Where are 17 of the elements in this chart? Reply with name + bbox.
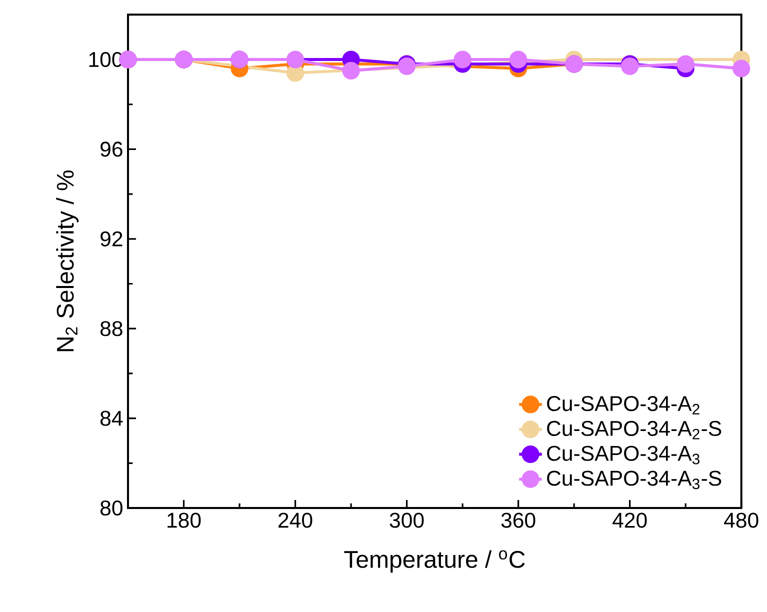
y-tick-label: 92 <box>100 231 122 246</box>
y-axis-title: N$_{2}$ Selectivity / % <box>56 170 79 352</box>
x-tick-label: 360 <box>501 512 536 528</box>
legend-label: Cu-SAPO-34-A$_{2}$-S <box>547 420 722 440</box>
x-tick-label: 300 <box>390 512 424 528</box>
x-tick-label: 480 <box>724 512 758 528</box>
y-tick-label: 96 <box>100 142 122 157</box>
x-tick-label: 420 <box>612 512 647 528</box>
y-tick-label: 84 <box>100 410 123 426</box>
y-tick-label: 80 <box>100 500 122 516</box>
legend-label: Cu-SAPO-34-A$_{3}$-S <box>547 470 722 490</box>
x-tick-label: 180 <box>168 512 201 528</box>
x-tick-label: 240 <box>278 512 312 528</box>
legend-label: Cu-SAPO-34-A$_{2}$ <box>547 396 700 414</box>
y-tick-label: 88 <box>100 321 122 336</box>
legend-label: Cu-SAPO-34-A$_{3}$ <box>547 446 700 464</box>
x-axis-title: Temperature / $^{o}$C <box>344 550 525 573</box>
